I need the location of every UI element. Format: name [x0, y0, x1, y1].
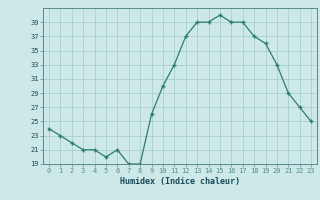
X-axis label: Humidex (Indice chaleur): Humidex (Indice chaleur) [120, 177, 240, 186]
